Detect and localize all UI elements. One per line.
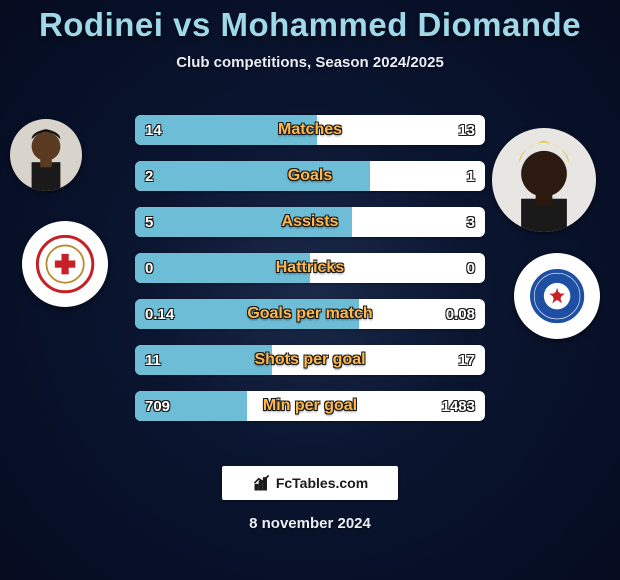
branding-text: FcTables.com bbox=[276, 475, 368, 491]
stat-bar: 1117Shots per goal bbox=[135, 345, 485, 375]
vs-label: vs bbox=[173, 6, 211, 43]
stat-bar-fill-left bbox=[135, 207, 352, 237]
comparison-body: 1413Matches 21Goals 53Assists 00Hattricks 0.… bbox=[0, 101, 620, 580]
stat-bar-fill-left bbox=[135, 115, 317, 145]
stat-bar-fill-left bbox=[135, 391, 247, 421]
stat-bar: 1413Matches bbox=[135, 115, 485, 145]
stat-bar: 00Hattricks bbox=[135, 253, 485, 283]
stat-value-right: 1 bbox=[467, 161, 475, 191]
player1-avatar bbox=[10, 119, 82, 191]
stat-value-right: 17 bbox=[458, 345, 475, 375]
stat-value-right: 13 bbox=[458, 115, 475, 145]
branding-icon bbox=[252, 473, 272, 493]
stat-value-right: 1483 bbox=[442, 391, 475, 421]
stat-bar-fill-left bbox=[135, 253, 310, 283]
player2-name: Mohammed Diomande bbox=[221, 6, 582, 43]
player2-avatar bbox=[492, 128, 596, 232]
stat-bar-fill-left bbox=[135, 345, 272, 375]
stat-bar-fill-left bbox=[135, 161, 370, 191]
stat-value-right: 3 bbox=[467, 207, 475, 237]
player1-name: Rodinei bbox=[39, 6, 164, 43]
player2-club-badge bbox=[514, 253, 600, 339]
stat-bars: 1413Matches 21Goals 53Assists 00Hattricks 0.… bbox=[135, 115, 485, 421]
stat-value-right: 0.08 bbox=[446, 299, 475, 329]
stat-bar: 7091483Min per goal bbox=[135, 391, 485, 421]
player1-club-badge bbox=[22, 221, 108, 307]
stat-value-right: 0 bbox=[467, 253, 475, 283]
comparison-title: Rodinei vs Mohammed Diomande bbox=[39, 6, 581, 44]
branding-badge: FcTables.com bbox=[222, 466, 398, 500]
stat-bar: 53Assists bbox=[135, 207, 485, 237]
stat-bar: 21Goals bbox=[135, 161, 485, 191]
subtitle: Club competitions, Season 2024/2025 bbox=[176, 54, 444, 71]
stat-bar: 0.140.08Goals per match bbox=[135, 299, 485, 329]
comparison-date: 8 november 2024 bbox=[249, 515, 371, 532]
stat-bar-fill-left bbox=[135, 299, 359, 329]
